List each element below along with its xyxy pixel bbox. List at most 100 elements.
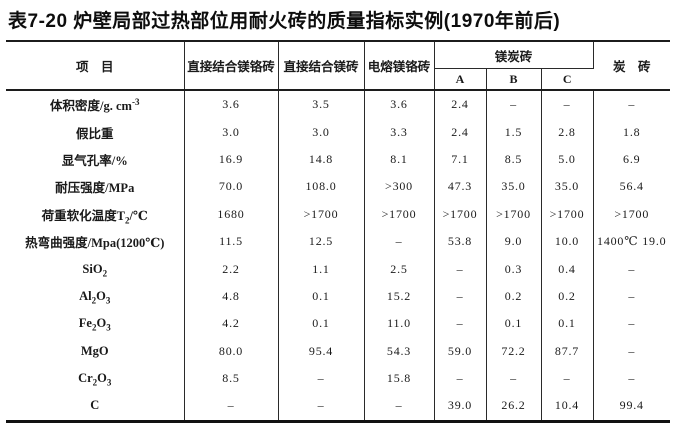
value-cell: 2.2	[184, 255, 279, 283]
value-cell: 70.0	[184, 173, 279, 201]
value-cell: 0.3	[486, 255, 542, 283]
value-cell: 7.1	[434, 145, 487, 174]
value-cell: 59.0	[434, 337, 487, 365]
col-header-item: 项 目	[6, 41, 185, 91]
row-label: 耐压强度/MPa	[6, 173, 185, 201]
value-cell: –	[434, 310, 487, 338]
value-cell: –	[628, 316, 636, 331]
row-label: 假比重	[6, 118, 185, 146]
row-label: 显气孔率/%	[6, 145, 185, 174]
col-header-magnesia-carbon-brick: 镁炭砖	[434, 41, 594, 69]
value-cell: 9.0	[486, 227, 542, 256]
value-cell: 35.0	[486, 173, 542, 201]
value-cell: 2.8	[541, 118, 594, 146]
table-title: 表7-20 炉壁局部过热部位用耐火砖的质量指标实例(1970年前后)	[8, 11, 561, 32]
value-cell: 11.0	[364, 310, 435, 338]
table-row: 荷重软化温度T2/℃ 1680 >1700 >1700 >1700 >1700 >1700 >…	[6, 200, 670, 228]
subcol-header-a: A	[434, 68, 487, 91]
value-cell: –	[628, 288, 636, 303]
row-label: Fe2O3	[6, 310, 185, 338]
value-cell: –	[434, 282, 487, 311]
value-cell: 8.5	[184, 364, 279, 393]
table-row: 体积密度/g. cm-3 3.6 3.5 3.6 2.4– – –	[6, 90, 670, 119]
row-label: MgO	[6, 337, 185, 365]
value-cell: 4.8	[184, 282, 279, 311]
value-cell: 3.0	[278, 118, 365, 146]
value-cell: 108.0	[278, 173, 365, 201]
value-cell: 1.5	[486, 118, 542, 146]
row-label: 热弯曲强度/Mpa(1200℃)	[6, 227, 185, 256]
value-cell: 80.0	[184, 337, 279, 365]
col-header-carbon-brick: 炭 砖	[593, 41, 670, 91]
value-cell: 8.1	[364, 145, 435, 174]
value-cell: 2.4	[434, 90, 487, 119]
col-header-direct-bonded-magnesia-chrome-brick: 直接结合镁铬砖	[184, 41, 279, 91]
value-cell: 1680	[184, 200, 279, 228]
value-cell: >1700	[541, 200, 594, 228]
value-cell: 0.2	[541, 282, 594, 311]
table-row: 显气孔率/% 16.9 14.8 8.1 7.1 8.5 5.0 6.9	[6, 145, 670, 174]
value-cell: 5.0	[541, 145, 594, 174]
table-header: 项 目 直接结合镁铬砖 直接结合镁砖 电熔镁铬砖 镁炭砖 炭 砖 A B C	[6, 41, 670, 91]
value-cell: 35.0	[541, 173, 594, 201]
subcol-header-c: C	[541, 68, 593, 91]
value-cell: –	[278, 392, 365, 422]
value-cell: 3.3	[364, 118, 435, 146]
table-row: 热弯曲强度/Mpa(1200℃) 11.5 12.5–53.8 9.0 10.0 1400…	[6, 227, 670, 256]
value-cell: 0.1	[541, 310, 594, 338]
value-cell: 0.4	[541, 255, 594, 283]
value-cell: –	[541, 90, 594, 119]
value-cell: 1.1	[278, 255, 365, 283]
refractory-brick-quality-table: 项 目 直接结合镁铬砖 直接结合镁砖 电熔镁铬砖 镁炭砖 炭 砖 A B C 体…	[6, 40, 670, 423]
value-cell: 6.9	[623, 151, 641, 166]
value-cell: 0.1	[278, 282, 365, 311]
value-cell: –	[278, 364, 365, 393]
table-row: MgO 80.0 95.4 54.3 59.0 72.2 87.7 –	[6, 337, 670, 365]
table-row: 耐压强度/MPa 70.0 108.0 >300 47.3 35.0 35.0 56.4	[6, 173, 670, 201]
table-body: 体积密度/g. cm-3 3.6 3.5 3.6 2.4– – – 假比重 3.0 3.0 3.3 2…	[6, 90, 670, 422]
value-cell: >1700	[278, 200, 365, 228]
value-cell: >1700	[486, 200, 542, 228]
row-label: C	[6, 392, 185, 422]
value-cell: –	[184, 392, 279, 422]
subcol-header-b: B	[486, 68, 542, 91]
value-cell: 4.2	[184, 310, 279, 338]
value-cell: 56.4	[619, 179, 644, 194]
row-label: SiO2	[6, 255, 185, 283]
table-row: C – – –39.0 26.2 10.4 99.4	[6, 392, 670, 422]
value-cell: 54.3	[364, 337, 435, 365]
row-label: 体积密度/g. cm-3	[6, 90, 185, 119]
value-cell: 10.4	[541, 392, 594, 422]
value-cell: –	[434, 255, 487, 283]
value-cell: 3.6	[364, 90, 435, 119]
value-cell: 53.8	[434, 227, 487, 256]
table-row: Cr2O3 8.5–15.8– – – –	[6, 364, 670, 393]
table-row: SiO2 2.2 1.1 2.5–0.3 0.4–	[6, 255, 670, 283]
value-cell: 8.5	[486, 145, 542, 174]
col-header-fused-magnesia-chrome-brick: 电熔镁铬砖	[364, 41, 435, 91]
value-cell: –	[628, 343, 636, 358]
value-cell: 15.2	[364, 282, 435, 311]
value-cell: 26.2	[486, 392, 542, 422]
value-cell: >1700	[614, 206, 650, 221]
value-cell: 95.4	[278, 337, 365, 365]
value-cell: 1.8	[623, 124, 641, 139]
value-cell: 10.0	[541, 227, 594, 256]
value-cell: 12.5	[278, 227, 365, 256]
value-cell: –	[364, 227, 435, 256]
value-cell: –	[364, 392, 435, 422]
row-label: Cr2O3	[6, 364, 185, 393]
value-cell: –	[541, 364, 594, 393]
value-cell: 1400℃ 19.0	[597, 234, 667, 249]
value-cell: –	[486, 90, 542, 119]
value-cell: 0.2	[486, 282, 542, 311]
value-cell: 2.5	[364, 255, 435, 283]
value-cell: 47.3	[434, 173, 487, 201]
value-cell: 72.2	[486, 337, 542, 365]
value-cell: 0.1	[486, 310, 542, 338]
header-row-subcolumns: A B C	[6, 68, 670, 91]
value-cell: –	[486, 364, 542, 393]
value-cell: >1700	[434, 200, 487, 228]
value-cell: 2.4	[434, 118, 487, 146]
